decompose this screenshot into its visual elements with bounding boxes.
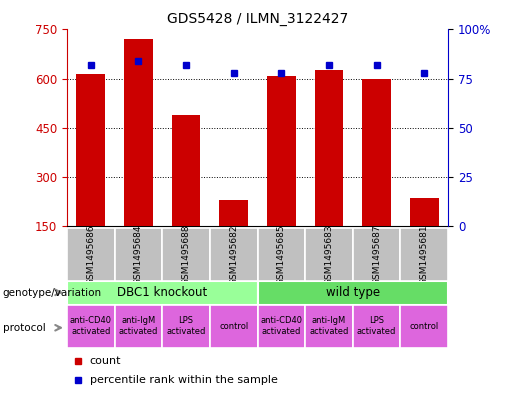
Text: control: control (409, 322, 439, 331)
Bar (124, 39, 153, 226)
Text: GSM1495685: GSM1495685 (277, 224, 286, 285)
Bar (258, 228, 305, 281)
Bar (353, 228, 401, 281)
Text: GSM1495683: GSM1495683 (324, 224, 333, 285)
Bar (267, 76, 296, 226)
Bar (401, 228, 448, 281)
Bar (162, 228, 210, 281)
Bar (305, 228, 353, 281)
Bar (67, 281, 258, 305)
Bar (162, 305, 210, 348)
Text: GSM1495682: GSM1495682 (229, 224, 238, 285)
Text: anti-IgM
activated: anti-IgM activated (310, 316, 349, 336)
Bar (210, 228, 258, 281)
Text: LPS
activated: LPS activated (357, 316, 396, 336)
Bar (67, 305, 114, 348)
Text: wild type: wild type (325, 286, 380, 299)
Bar (363, 79, 391, 226)
Bar (410, 198, 439, 226)
Bar (353, 305, 401, 348)
Bar (171, 115, 200, 226)
Text: DBC1 knockout: DBC1 knockout (117, 286, 208, 299)
Text: control: control (219, 322, 248, 331)
Text: LPS
activated: LPS activated (166, 316, 205, 336)
Bar (258, 305, 305, 348)
Text: genotype/variation: genotype/variation (3, 288, 101, 298)
Bar (114, 228, 162, 281)
Text: percentile rank within the sample: percentile rank within the sample (90, 375, 278, 386)
Text: count: count (90, 356, 122, 366)
Text: protocol: protocol (3, 323, 45, 333)
Text: GSM1495681: GSM1495681 (420, 224, 428, 285)
Text: anti-CD40
activated: anti-CD40 activated (260, 316, 302, 336)
Text: anti-IgM
activated: anti-IgM activated (119, 316, 158, 336)
Text: GSM1495684: GSM1495684 (134, 224, 143, 285)
Bar (67, 228, 114, 281)
Bar (305, 305, 353, 348)
Text: GSM1495686: GSM1495686 (87, 224, 95, 285)
Text: anti-CD40
activated: anti-CD40 activated (70, 316, 112, 336)
Bar (114, 305, 162, 348)
Bar (219, 200, 248, 226)
Bar (210, 305, 258, 348)
Bar (258, 281, 448, 305)
Title: GDS5428 / ILMN_3122427: GDS5428 / ILMN_3122427 (167, 12, 348, 26)
Bar (315, 70, 343, 226)
Bar (401, 305, 448, 348)
Text: GSM1495688: GSM1495688 (182, 224, 191, 285)
Bar (76, 73, 105, 226)
Text: GSM1495687: GSM1495687 (372, 224, 381, 285)
